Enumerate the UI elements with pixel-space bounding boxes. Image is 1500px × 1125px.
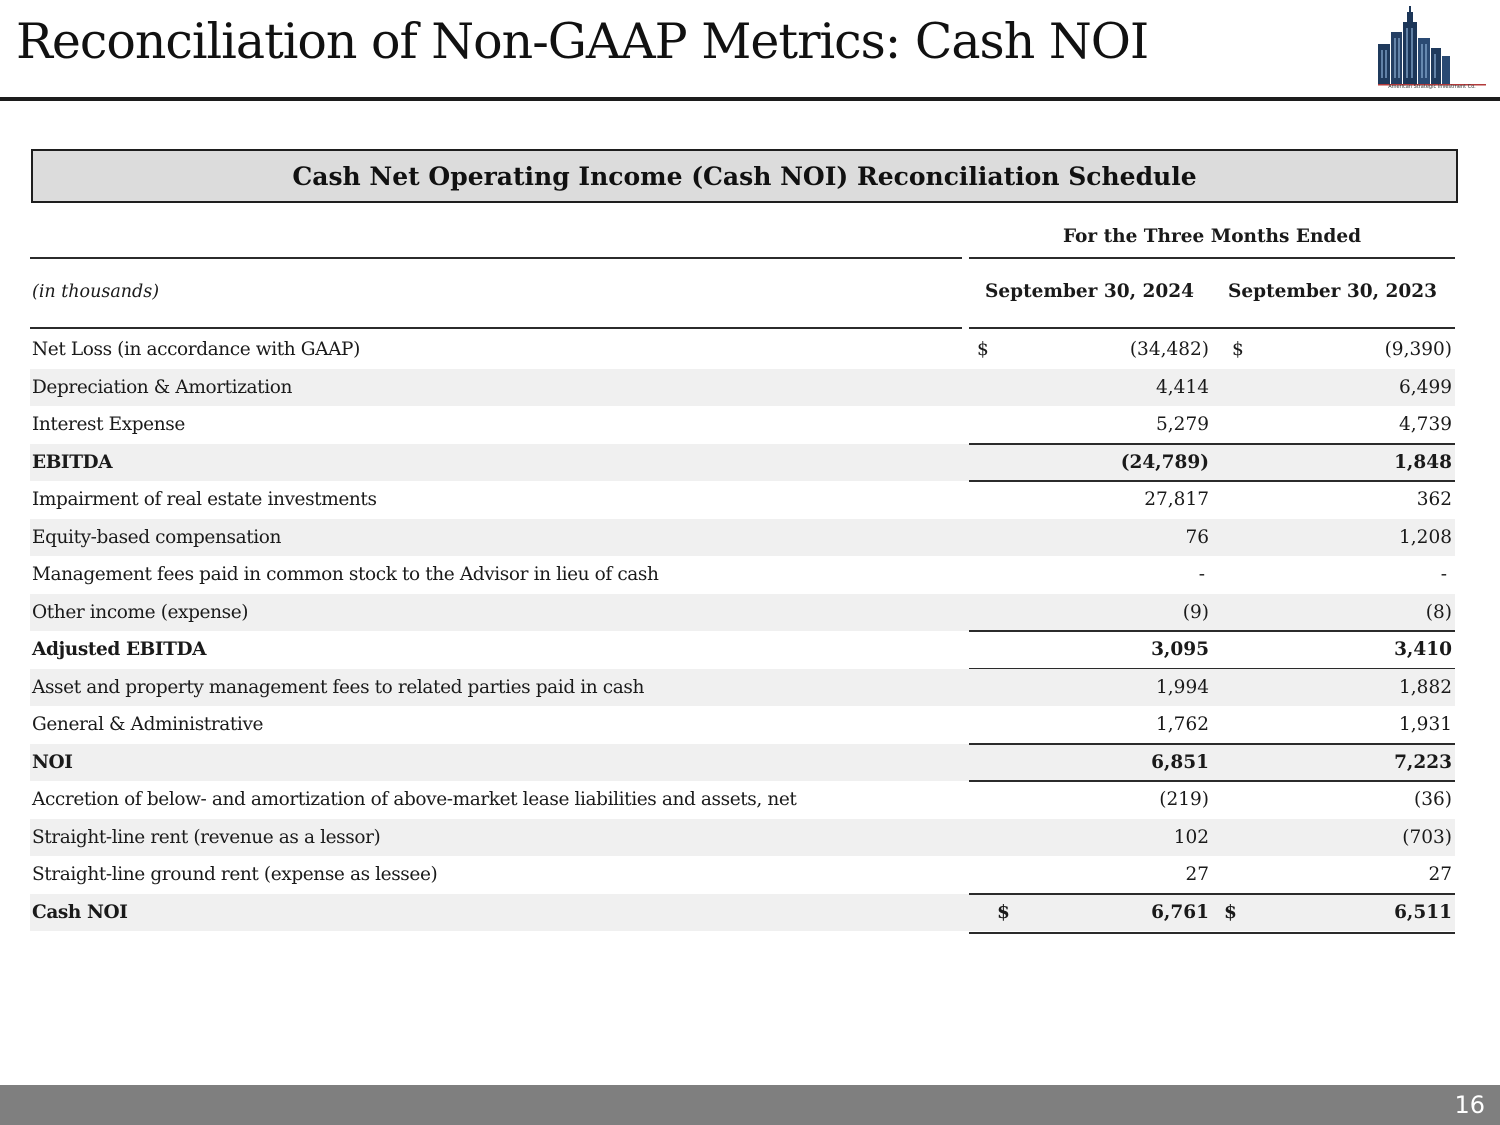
table-row-straight-line-rent: Straight-line rent (revenue as a lessor)… xyxy=(30,818,1455,856)
row-label: Equity-based compensation xyxy=(32,526,282,548)
row-label: Straight-line ground rent (expense as le… xyxy=(32,864,438,885)
table-row-asset-management-fees: Asset and property management fees to re… xyxy=(30,668,1455,706)
value-2023: 6,499 xyxy=(1399,376,1452,398)
value-2024: 3,095 xyxy=(1151,639,1209,660)
row-label: General & Administrative xyxy=(32,714,264,735)
table-row-management-fees-stock: Management fees paid in common stock to … xyxy=(30,556,1455,594)
slide-title: Reconciliation of Non-GAAP Metrics: Cash… xyxy=(16,13,1149,70)
row-label: Impairment of real estate investments xyxy=(32,489,377,510)
value-2024: 1,994 xyxy=(1156,676,1209,698)
row-label: Depreciation & Amortization xyxy=(32,376,292,398)
row-label: NOI xyxy=(32,751,73,773)
value-2023: 27 xyxy=(1428,864,1452,885)
row-label: Adjusted EBITDA xyxy=(32,639,207,660)
schedule-title: Cash Net Operating Income (Cash NOI) Rec… xyxy=(292,161,1197,191)
value-2023: (8) xyxy=(1425,601,1452,623)
footer-bar: 16 xyxy=(0,1085,1500,1125)
header-bottom-rule-label xyxy=(30,327,962,329)
value-2024: 5,279 xyxy=(1156,414,1209,435)
value-2024: 6,761 xyxy=(1151,901,1209,923)
row-label: EBITDA xyxy=(32,451,113,473)
value-2023: 7,223 xyxy=(1394,751,1452,773)
table-row-other-income: Other income (expense) (9) (8) xyxy=(30,593,1455,631)
value-2023: 6,511 xyxy=(1394,901,1452,923)
city-skyline-logo xyxy=(1378,6,1486,86)
value-2024: 6,851 xyxy=(1151,751,1209,773)
row-label: Interest Expense xyxy=(32,414,185,435)
row-label: Accretion of below- and amortization of … xyxy=(32,789,797,810)
table-row-general-administrative: General & Administrative 1,762 1,931 xyxy=(30,706,1455,744)
row-label: Straight-line rent (revenue as a lessor) xyxy=(32,826,381,848)
value-2024: 4,414 xyxy=(1156,376,1209,398)
period-header: For the Three Months Ended xyxy=(1062,226,1362,247)
table-row-straight-line-ground-rent: Straight-line ground rent (expense as le… xyxy=(30,856,1455,894)
header-bottom-rule-values xyxy=(969,327,1455,329)
units-label: (in thousands) xyxy=(32,282,160,302)
table-row-equity-compensation: Equity-based compensation 76 1,208 xyxy=(30,518,1455,556)
period-header-rule xyxy=(969,257,1455,259)
row-label: Asset and property management fees to re… xyxy=(32,676,644,698)
column-header-2024: September 30, 2024 xyxy=(985,281,1194,302)
value-2023: 362 xyxy=(1416,489,1452,510)
logo-caption: American Strategic Investment Co. xyxy=(1388,84,1476,90)
value-2024: - xyxy=(1198,564,1205,585)
value-2023: 1,931 xyxy=(1399,714,1452,735)
value-2023: (9,390) xyxy=(1384,339,1452,360)
table-row-noi: NOI 6,851 7,223 xyxy=(30,742,1455,782)
table-row-depreciation: Depreciation & Amortization 4,414 6,499 xyxy=(30,368,1455,406)
table-row-net-loss: Net Loss (in accordance with GAAP) $ (34… xyxy=(30,331,1455,369)
value-2023: 1,848 xyxy=(1394,451,1452,473)
row-label: Net Loss (in accordance with GAAP) xyxy=(32,339,360,360)
value-2023: (703) xyxy=(1402,826,1452,848)
value-2024: (24,789) xyxy=(1120,451,1209,473)
table-row-interest-expense: Interest Expense 5,279 4,739 xyxy=(30,406,1455,444)
table-row-adjusted-ebitda: Adjusted EBITDA 3,095 3,410 xyxy=(30,630,1455,669)
reconciliation-table: Net Loss (in accordance with GAAP) $ (34… xyxy=(30,331,1455,934)
value-2023: 4,739 xyxy=(1399,414,1452,435)
table-row-impairment: Impairment of real estate investments 27… xyxy=(30,481,1455,519)
currency-symbol: $ xyxy=(997,901,1010,923)
value-2024: 27,817 xyxy=(1144,489,1209,510)
value-2024: (9) xyxy=(1182,601,1209,623)
value-2023: 1,882 xyxy=(1399,676,1452,698)
column-header-2023: September 30, 2023 xyxy=(1228,281,1437,302)
schedule-title-box: Cash Net Operating Income (Cash NOI) Rec… xyxy=(31,149,1458,203)
label-header-rule xyxy=(30,257,962,259)
value-2024: 27 xyxy=(1185,864,1209,885)
currency-symbol: $ xyxy=(977,339,989,360)
currency-symbol: $ xyxy=(1232,339,1244,360)
value-2024: 102 xyxy=(1173,826,1209,848)
row-label: Other income (expense) xyxy=(32,601,249,623)
table-row-ebitda: EBITDA (24,789) 1,848 xyxy=(30,442,1455,482)
row-label: Cash NOI xyxy=(32,901,128,923)
currency-symbol: $ xyxy=(1224,901,1237,923)
value-2024: 76 xyxy=(1185,526,1209,548)
page-number: 16 xyxy=(1454,1091,1485,1119)
value-2024: (34,482) xyxy=(1129,339,1209,360)
row-label: Management fees paid in common stock to … xyxy=(32,564,659,585)
value-2023: - xyxy=(1440,564,1447,585)
value-2024: 1,762 xyxy=(1156,714,1209,735)
value-2023: 3,410 xyxy=(1394,639,1452,660)
table-row-accretion: Accretion of below- and amortization of … xyxy=(30,781,1455,819)
table-row-cash-noi: Cash NOI $ 6,761 $ 6,511 xyxy=(30,892,1455,934)
value-2023: 1,208 xyxy=(1399,526,1452,548)
value-2023: (36) xyxy=(1414,789,1452,810)
title-divider xyxy=(0,97,1500,101)
value-2024: (219) xyxy=(1159,789,1209,810)
